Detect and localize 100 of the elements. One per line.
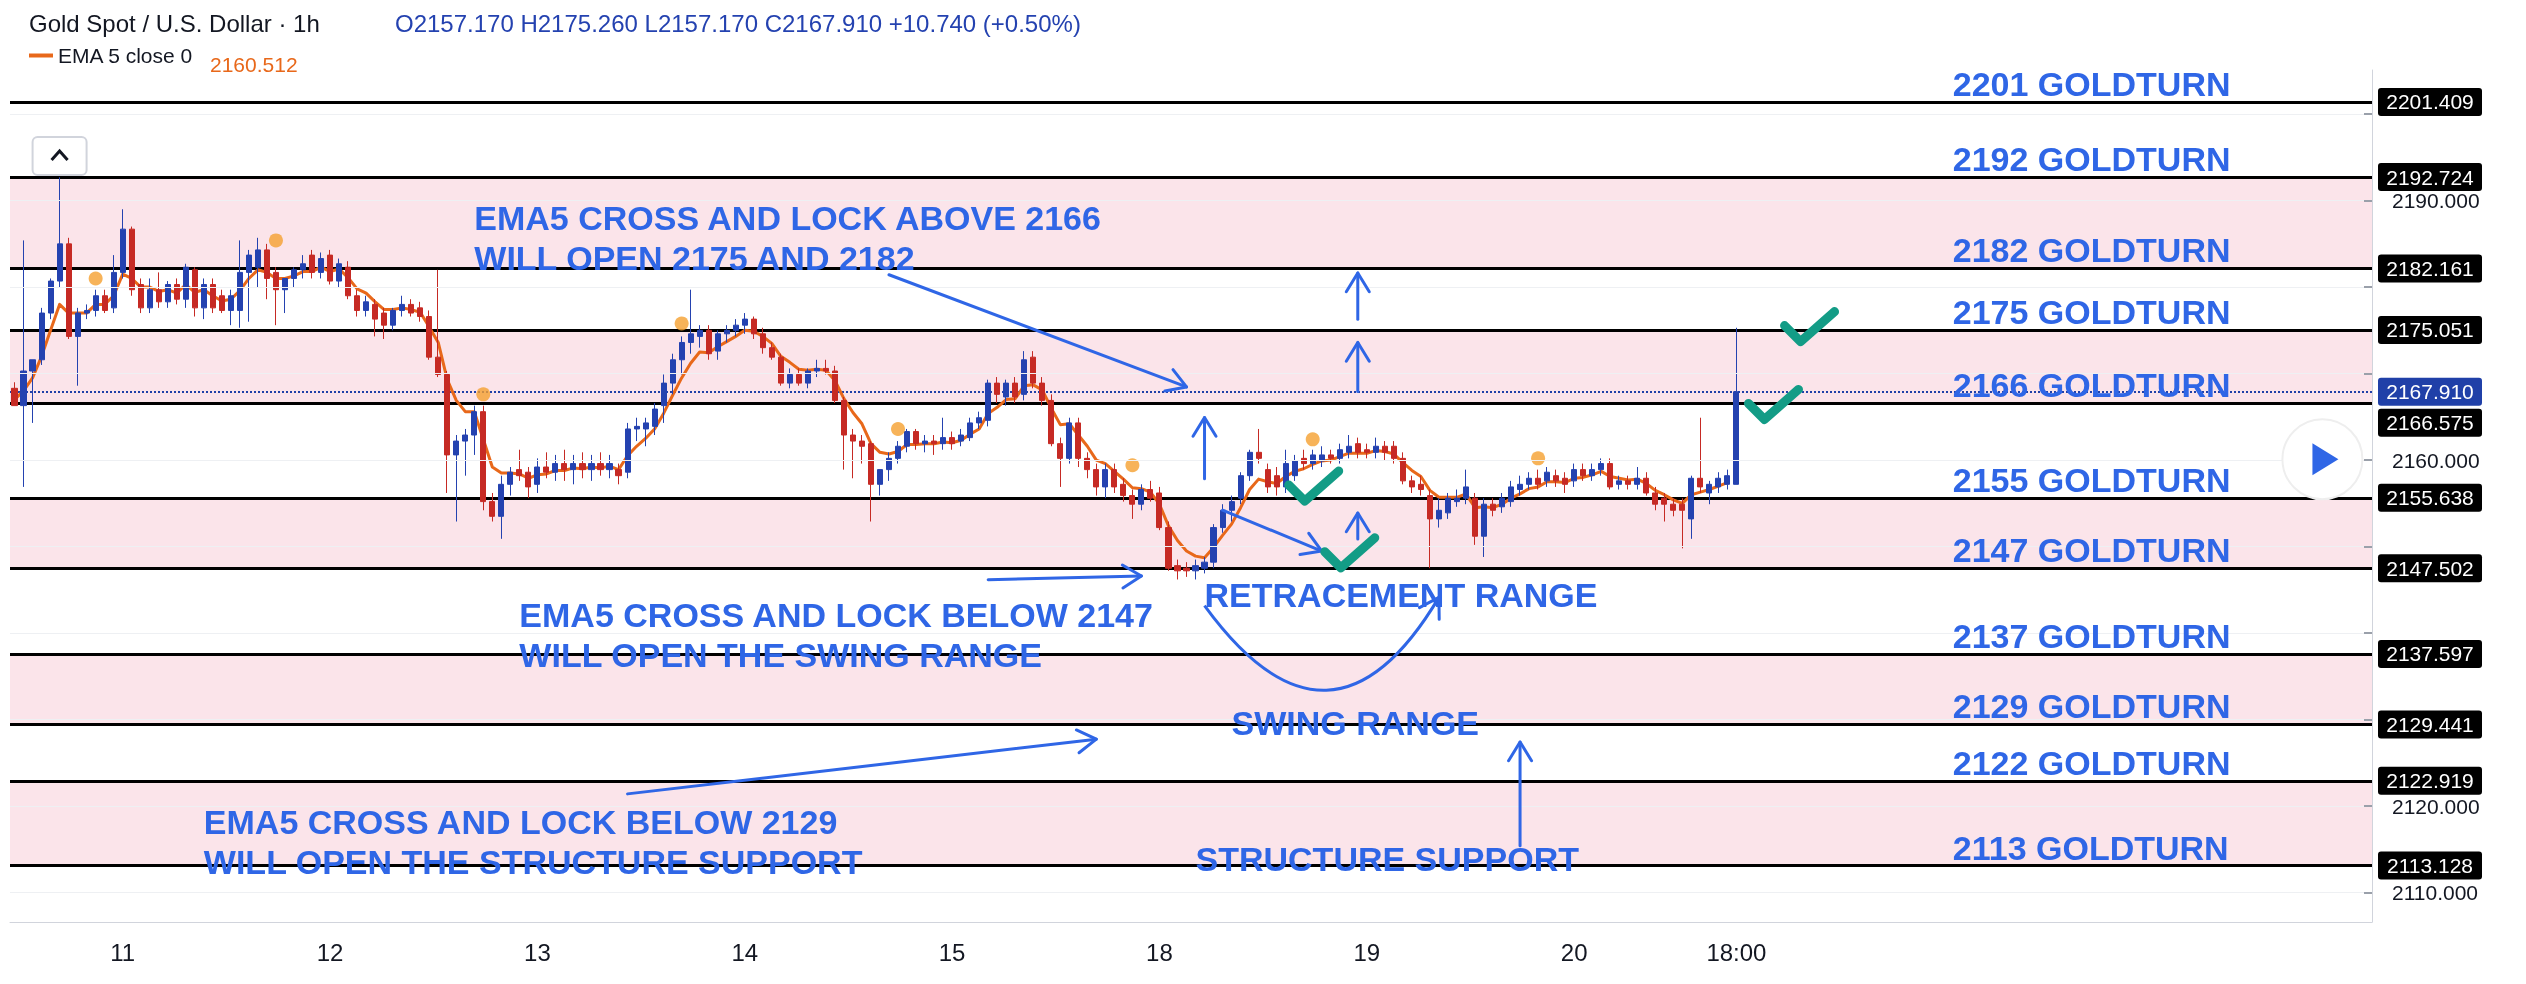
candlestick [1093, 463, 1099, 497]
candlestick [1256, 428, 1262, 465]
candlestick [570, 454, 576, 485]
candlestick [1319, 445, 1325, 468]
ref-line-label: 2122.919 [2386, 769, 2474, 793]
candlestick [597, 451, 604, 477]
candlestick [733, 318, 739, 337]
candlestick [480, 405, 486, 511]
candlestick [1625, 475, 1631, 491]
candlestick [552, 454, 558, 482]
candlestick [417, 301, 423, 323]
candlestick [1463, 469, 1469, 505]
x-tick-label: 14 [731, 938, 759, 966]
candlestick [1499, 492, 1505, 514]
y-tick-label: 2160.000 [2392, 448, 2480, 472]
candlestick [1183, 561, 1190, 578]
candlestick [75, 307, 81, 387]
ref-line-label: 2192.724 [2386, 165, 2475, 189]
candlestick [949, 431, 955, 451]
candlestick [327, 249, 333, 286]
candlestick [814, 359, 820, 378]
candlestick [192, 266, 198, 318]
candlestick [1102, 463, 1108, 499]
candlestick [453, 434, 459, 523]
point [88, 271, 103, 286]
point [1125, 458, 1140, 473]
candlestick [1192, 559, 1199, 580]
candlestick [462, 428, 468, 477]
candlestick [1229, 495, 1235, 523]
annotation: 2129 GOLDTURN [1952, 687, 2231, 726]
candlestick [1066, 417, 1072, 465]
candlestick [237, 239, 243, 329]
candlestick [543, 451, 549, 479]
candlestick [381, 307, 387, 340]
ref-line-label: 2147.502 [2386, 556, 2474, 580]
annotation: 2192 GOLDTURN [1952, 140, 2231, 179]
ref-line-label: 2113.128 [2386, 854, 2474, 878]
candlestick [1084, 451, 1090, 479]
candlestick [1310, 449, 1316, 471]
candlestick [832, 365, 838, 404]
candlestick [976, 411, 982, 430]
candlestick [1616, 475, 1622, 491]
candlestick [1057, 437, 1063, 488]
candlestick [796, 367, 802, 387]
candlestick [39, 307, 45, 366]
candlestick [1210, 523, 1217, 569]
candlestick [688, 289, 694, 355]
annotation: 2160.512 [210, 52, 298, 76]
candlestick [183, 263, 189, 309]
candlestick [372, 298, 378, 337]
candlestick [1409, 475, 1415, 494]
candlestick [426, 309, 432, 361]
candlestick [913, 428, 919, 451]
candlestick [174, 277, 180, 305]
candlestick [1382, 440, 1388, 462]
candlestick [471, 405, 477, 456]
candlestick [1337, 443, 1343, 465]
candlestick [1643, 471, 1649, 497]
candlestick [336, 258, 342, 288]
candlestick [1715, 471, 1721, 494]
x-tick-label: 18 [1146, 938, 1173, 966]
candlestick [1607, 457, 1613, 491]
candlestick [1292, 454, 1298, 482]
candlestick [1544, 466, 1550, 488]
candlestick [1472, 492, 1478, 546]
candlestick [643, 417, 649, 447]
candlestick [1265, 463, 1271, 494]
candlestick [228, 289, 234, 326]
chart-subtitle: O2157.170 H2175.260 L2157.170 C2167.910 +10.740 (+0.50%) [395, 9, 1081, 37]
candlestick [1634, 466, 1640, 491]
candlestick [625, 422, 631, 479]
candlestick [345, 260, 351, 300]
candlestick [390, 307, 396, 331]
candlestick [273, 266, 279, 326]
candlestick [489, 492, 495, 523]
candlestick [1571, 463, 1577, 488]
candlestick [1328, 449, 1334, 465]
candlestick [165, 280, 171, 309]
candlestick [1274, 466, 1280, 497]
candlestick [138, 277, 144, 314]
annotation: 2147 GOLDTURN [1952, 531, 2231, 570]
candlestick [850, 428, 856, 479]
candlestick [1247, 449, 1253, 482]
candlestick [606, 454, 613, 479]
candlestick [1706, 480, 1712, 505]
candlestick [1427, 489, 1433, 569]
candlestick [255, 237, 261, 288]
annotation: 2122 GOLDTURN [1952, 743, 2231, 782]
ref-line-label: 2137.597 [2386, 642, 2474, 666]
candlestick [1147, 480, 1153, 503]
candlestick [1039, 376, 1045, 407]
candlestick [435, 269, 441, 378]
x-tick-label: 20 [1560, 938, 1588, 966]
x-tick-label: 19 [1353, 938, 1381, 966]
candlestick [1652, 486, 1658, 511]
candlestick [1670, 497, 1676, 517]
candlestick [823, 359, 829, 375]
annotation: 2155 GOLDTURN [1952, 460, 2231, 499]
candlestick [1436, 497, 1442, 529]
candlestick [1535, 469, 1541, 491]
